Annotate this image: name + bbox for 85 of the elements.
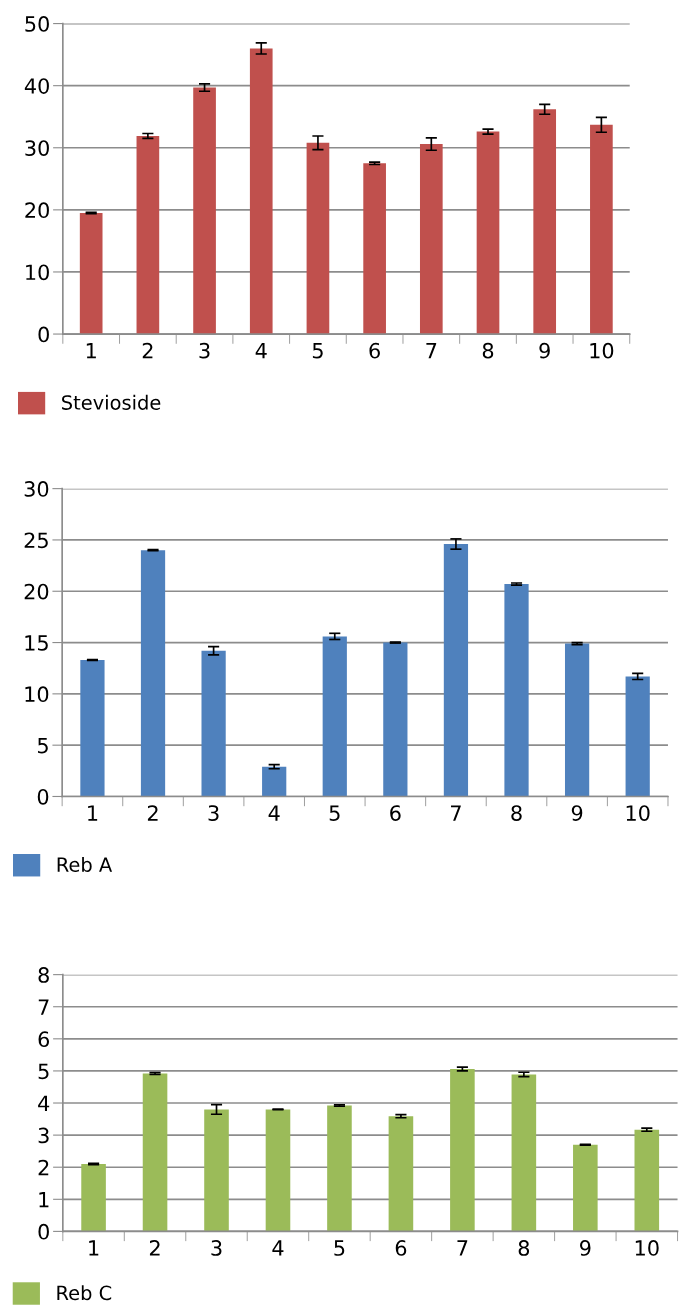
x-tick-label: 6 <box>369 342 380 359</box>
x-tick-label: 9 <box>571 805 583 821</box>
y-tick-label: 4 <box>38 1095 50 1111</box>
bar <box>322 636 347 797</box>
x-tick-label: 7 <box>457 1240 468 1256</box>
y-tick-label: 0 <box>37 788 49 805</box>
bar <box>419 144 443 335</box>
x-tick-label: 5 <box>334 1240 345 1256</box>
bar <box>363 163 386 335</box>
y-tick-label: 5 <box>38 737 48 754</box>
bar <box>533 109 557 335</box>
bar <box>140 550 166 797</box>
y-tick-label: 30 <box>24 481 49 497</box>
bar <box>262 766 287 797</box>
y-tick-label: 8 <box>38 967 49 983</box>
y-tick-label: 7 <box>38 999 49 1015</box>
bar <box>80 660 105 797</box>
y-tick-label: 20 <box>24 583 49 600</box>
y-tick-label: 1 <box>39 1192 49 1208</box>
x-tick-label: 3 <box>211 1240 222 1256</box>
x-tick-label: 7 <box>426 343 437 359</box>
y-tick-label: 5 <box>38 1063 49 1080</box>
x-tick-label: 10 <box>626 805 650 821</box>
y-tick-label: 15 <box>25 635 48 651</box>
y-tick-label: 50 <box>25 16 49 32</box>
bar <box>193 87 216 335</box>
bar <box>81 1164 106 1232</box>
bar <box>79 212 103 335</box>
bar <box>476 131 500 335</box>
y-tick-label: 3 <box>38 1127 49 1144</box>
x-tick-label: 8 <box>511 805 522 821</box>
y-tick-label: 10 <box>26 264 49 281</box>
bar <box>142 1073 168 1232</box>
x-tick-label: 6 <box>395 1240 407 1256</box>
x-tick-label: 3 <box>199 342 210 359</box>
bar <box>511 1074 537 1232</box>
bar <box>443 544 469 797</box>
x-tick-label: 1 <box>88 805 98 821</box>
y-tick-label: 40 <box>24 78 49 94</box>
legend-label: Stevioside <box>62 394 161 410</box>
y-tick-label: 25 <box>24 532 48 549</box>
bar <box>201 650 226 797</box>
x-tick-label: 6 <box>390 805 401 821</box>
bar <box>383 642 408 797</box>
x-tick-label: 10 <box>635 1240 659 1256</box>
bar <box>327 1105 352 1232</box>
y-tick-label: 20 <box>25 202 49 219</box>
y-tick-label: 0 <box>38 326 49 343</box>
bar <box>564 643 590 797</box>
bar <box>625 676 650 797</box>
x-tick-label: 10 <box>590 342 614 359</box>
x-tick-label: 4 <box>272 1240 284 1256</box>
bar <box>388 1116 414 1232</box>
x-tick-label: 7 <box>451 805 461 821</box>
y-tick-label: 30 <box>25 140 49 156</box>
x-tick-label: 9 <box>580 1240 591 1256</box>
bar <box>504 584 529 797</box>
bar <box>634 1129 660 1232</box>
bar <box>265 1109 291 1232</box>
bar <box>249 48 273 335</box>
bar <box>306 142 330 335</box>
x-tick-label: 2 <box>149 1240 160 1256</box>
x-tick-label: 1 <box>89 1240 99 1256</box>
x-tick-label: 8 <box>518 1240 530 1256</box>
x-tick-label: 4 <box>255 343 267 359</box>
x-tick-label: 2 <box>142 342 153 359</box>
x-tick-label: 1 <box>86 343 96 359</box>
x-tick-label: 9 <box>539 342 550 359</box>
y-tick-label: 10 <box>25 686 49 703</box>
x-tick-label: 5 <box>329 805 340 821</box>
legend-label: Reb C <box>57 1285 112 1301</box>
bar <box>204 1109 229 1232</box>
bar <box>450 1069 475 1232</box>
x-tick-label: 3 <box>208 805 219 821</box>
x-tick-label: 8 <box>482 342 494 359</box>
legend-label: Reb A <box>57 856 113 872</box>
y-tick-label: 2 <box>38 1159 49 1176</box>
x-tick-label: 5 <box>312 343 323 359</box>
bar <box>136 135 160 335</box>
y-tick-label: 0 <box>38 1223 49 1240</box>
bar <box>573 1144 598 1232</box>
x-tick-label: 4 <box>268 805 280 821</box>
y-tick-label: 6 <box>38 1031 50 1048</box>
x-tick-label: 2 <box>147 805 158 821</box>
bar <box>590 124 613 335</box>
